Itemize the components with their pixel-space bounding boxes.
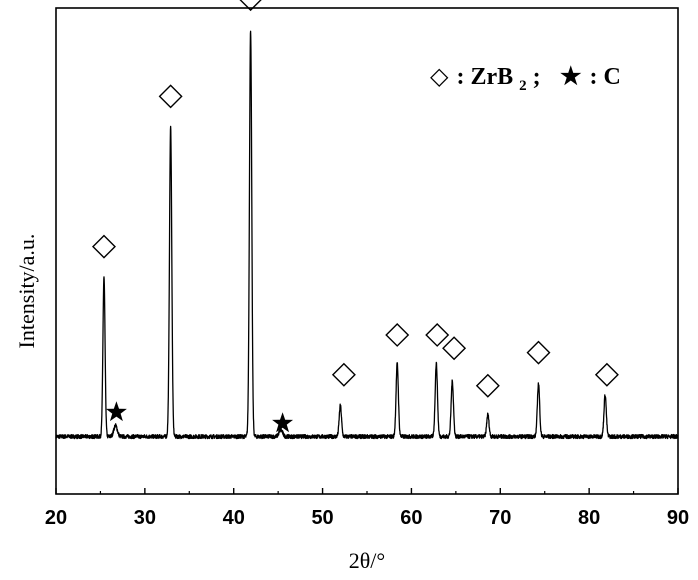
zrb2-diamond-marker xyxy=(385,322,410,347)
legend-label-zrb2: ◇ : ZrB 2 ; xyxy=(430,64,541,96)
zrb2-diamond-marker xyxy=(475,373,500,398)
zrb2-diamond-marker xyxy=(594,362,619,387)
zrb2-diamond-marker xyxy=(526,340,551,365)
zrb2-diamond-marker xyxy=(158,84,183,109)
y-axis-title: Intensity/a.u. xyxy=(14,234,39,349)
legend-symbol-diamond: ◇ xyxy=(430,64,449,90)
zrb2-diamond-marker xyxy=(442,336,467,361)
x-tick-label: 40 xyxy=(223,507,245,529)
x-tick-label: 20 xyxy=(45,507,67,529)
zrb2-diamond-marker xyxy=(239,0,262,12)
legend-label-c: ★ : C xyxy=(560,64,621,90)
x-tick-label: 90 xyxy=(667,507,689,529)
zrb2-diamond-marker xyxy=(331,362,356,387)
legend: ◇ : ZrB 2 ; ★ : C xyxy=(430,64,621,96)
legend-zrb2-suffix: ; xyxy=(533,64,541,90)
x-tick-label: 70 xyxy=(489,507,511,529)
zrb2-diamond-marker xyxy=(425,322,450,347)
x-tick-label: 80 xyxy=(578,507,600,529)
plot-area xyxy=(55,0,679,440)
xrd-pattern-line xyxy=(55,30,679,440)
legend-zrb2-text: ZrB xyxy=(470,64,513,90)
x-tick-label: 60 xyxy=(400,507,422,529)
carbon-star-marker xyxy=(272,412,294,433)
legend-c-text: C xyxy=(604,64,621,90)
legend-zrb2-sub: 2 xyxy=(519,78,527,94)
x-axis-title: 2θ/° xyxy=(349,548,385,573)
x-tick-label: 50 xyxy=(311,507,333,529)
x-axis-ticks: 20 30 40 50 60 70 80 90 xyxy=(45,488,689,529)
legend-symbol-star: ★ xyxy=(560,64,582,90)
zrb2-diamond-marker xyxy=(91,234,116,259)
carbon-star-marker xyxy=(105,401,127,422)
x-tick-label: 30 xyxy=(134,507,156,529)
